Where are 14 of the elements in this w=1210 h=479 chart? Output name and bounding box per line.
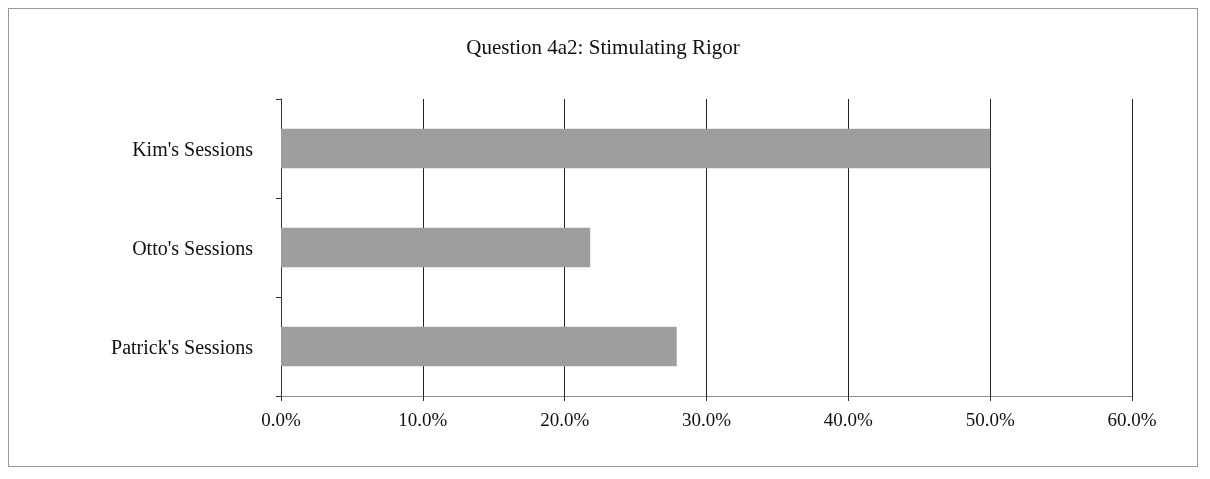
x-tick-label: 0.0% xyxy=(261,409,301,430)
x-tick-label: 30.0% xyxy=(681,409,732,430)
y-tick-label: Otto's Sessions xyxy=(132,236,254,259)
x-tick-label: 10.0% xyxy=(398,409,448,430)
chart-title: Question 4a2: Stimulating Rigor xyxy=(466,34,740,59)
bar xyxy=(281,227,591,268)
y-tick-label: Kim's Sessions xyxy=(132,137,254,160)
x-tick-label: 50.0% xyxy=(965,409,1015,430)
bar xyxy=(281,326,677,367)
bar xyxy=(281,128,991,169)
y-tick-label: Patrick's Sessions xyxy=(111,335,254,358)
x-tick-label: 20.0% xyxy=(540,409,590,430)
x-tick-label: 40.0% xyxy=(823,409,874,430)
x-tick-label: 60.0% xyxy=(1107,409,1157,430)
